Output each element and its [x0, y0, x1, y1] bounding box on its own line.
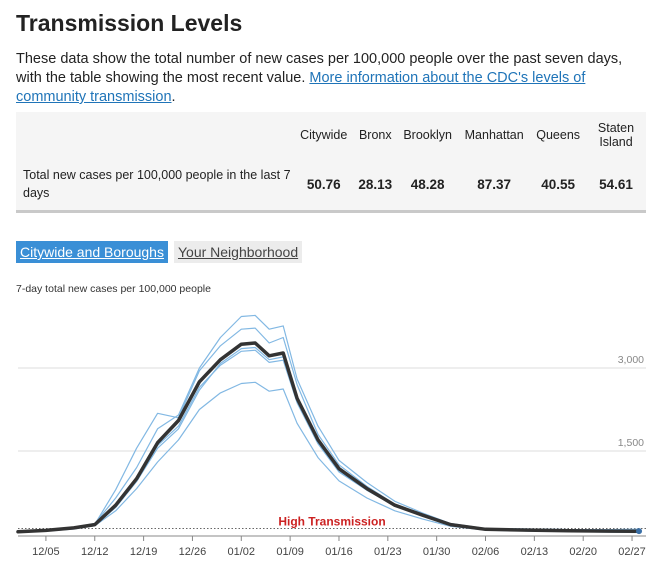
borough-series-line	[17, 349, 640, 533]
column-header-queens: Queens	[536, 128, 581, 142]
value-manhattan: 87.37	[477, 176, 512, 192]
x-tick-label: 01/09	[276, 546, 304, 558]
x-tick-label: 12/05	[32, 546, 60, 558]
borough-series-line	[17, 314, 640, 533]
borough-series-line	[17, 327, 639, 533]
y-axis-title: 7-day total new cases per 100,000 people	[16, 283, 211, 295]
value-queens: 40.55	[541, 176, 576, 192]
intro-paragraph: These data show the total number of new …	[16, 50, 646, 107]
intro-end: .	[171, 89, 176, 105]
tab-your-neighborhood[interactable]: Your Neighborhood	[173, 241, 303, 263]
x-tick-label: 01/23	[374, 546, 402, 558]
intro-text: These data show the total number of new …	[16, 51, 623, 86]
table-header-row: Citywide Bronx Brooklyn Manhattan Queens…	[16, 112, 646, 158]
x-tick-label: 12/12	[81, 546, 109, 558]
x-tick-label: 02/27	[618, 546, 646, 558]
page-title: Transmission Levels	[16, 10, 243, 36]
threshold-label: High Transmission	[278, 514, 385, 528]
value-bronx: 28.13	[358, 176, 393, 192]
tab-citywide-boroughs[interactable]: Citywide and Boroughs	[16, 241, 168, 263]
x-tick-label: 02/20	[569, 546, 597, 558]
row-label: Total new cases per 100,000 people in th…	[23, 168, 291, 200]
value-citywide: 50.76	[306, 176, 341, 192]
x-tick-label: 01/02	[228, 546, 256, 558]
x-tick-label: 02/06	[472, 546, 500, 558]
column-header-brooklyn: Brooklyn	[403, 128, 452, 142]
x-tick-label: 02/13	[521, 546, 549, 558]
latest-value-dot	[636, 528, 643, 535]
x-tick-label: 12/19	[130, 546, 158, 558]
cdc-levels-link[interactable]: More information about the CDC's levels …	[16, 70, 586, 105]
y-tick-label: 3,000	[618, 354, 644, 366]
column-header-staten-island: Staten Island	[597, 121, 635, 149]
column-header-bronx: Bronx	[358, 128, 392, 142]
y-tick-label: 1,500	[618, 437, 644, 449]
x-tick-label: 01/16	[325, 546, 353, 558]
x-tick-label: 01/30	[423, 546, 451, 558]
view-tabs: Citywide and Boroughs Your Neighborhood	[16, 241, 303, 263]
table-row: Total new cases per 100,000 people in th…	[16, 158, 646, 210]
x-tick-label: 12/26	[179, 546, 207, 558]
column-header-manhattan: Manhattan	[464, 128, 524, 142]
citywide-series-line	[16, 341, 641, 534]
column-header-citywide: Citywide	[300, 128, 348, 142]
value-staten-island: 54.61	[599, 176, 633, 192]
summary-table: Citywide Bronx Brooklyn Manhattan Queens…	[16, 112, 646, 213]
value-brooklyn: 48.28	[410, 176, 445, 192]
